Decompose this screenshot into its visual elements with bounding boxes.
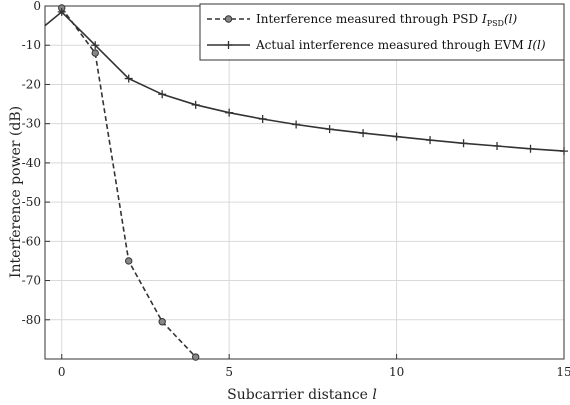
y-tick-label: -40: [22, 156, 41, 170]
y-tick-label: 0: [33, 0, 41, 13]
y-tick-label: -20: [22, 77, 41, 91]
data-point: [325, 125, 334, 134]
data-point: [91, 41, 100, 50]
x-tick-label: 10: [389, 365, 404, 379]
data-point: [191, 100, 200, 109]
data-point: [57, 7, 66, 16]
legend-entry-psd: Interference measured through PSD IPSD(l…: [207, 12, 517, 28]
x-axis-label: Subcarrier distance l: [227, 387, 377, 403]
series-line: [61, 7, 197, 358]
legend-label-psd-tail: (l): [504, 12, 518, 26]
data-point: [526, 144, 535, 153]
x-axis-label-variable: l: [372, 387, 376, 403]
data-point: [258, 114, 267, 123]
legend-label-psd-text: Interference measured through PSD: [256, 12, 482, 26]
y-tick-label: -50: [22, 195, 41, 209]
y-tick-label: -80: [22, 313, 41, 327]
legend-label-evm-text: Actual interference measured through EVM: [255, 38, 528, 52]
data-point: [292, 120, 301, 129]
y-axis-label: Interference power (dB): [8, 106, 24, 278]
series-layer: [44, 4, 568, 361]
data-point: [158, 90, 167, 99]
legend-label-psd-math: I: [481, 12, 487, 26]
x-tick-label: 5: [225, 365, 233, 379]
data-point: [560, 147, 568, 156]
x-axis-label-text: Subcarrier distance: [227, 387, 372, 403]
data-point: [191, 353, 200, 361]
legend-label-evm-tail: (l): [532, 38, 546, 52]
data-point: [91, 49, 99, 57]
legend-box: [199, 3, 565, 61]
data-point: [359, 129, 368, 138]
y-tick-label: -60: [22, 234, 41, 248]
y-axis-ticks: 0 -10 -20 -30 -40 -50 -60 -70 -80: [22, 0, 50, 327]
y-tick-label: -70: [22, 274, 41, 288]
series-evm: [44, 7, 568, 156]
x-tick-label: 0: [58, 365, 66, 379]
legend-entry-evm: Actual interference measured through EVM…: [207, 38, 546, 52]
y-tick-label: -10: [22, 38, 41, 52]
data-point: [225, 108, 234, 117]
x-tick-label: 15: [556, 365, 570, 379]
data-point: [493, 142, 502, 151]
legend-label-psd-sub: PSD: [487, 19, 504, 28]
data-point: [459, 139, 468, 148]
data-point: [426, 136, 435, 145]
legend: Interference measured through PSD IPSD(l…: [199, 3, 565, 61]
legend-marker-evm: [224, 41, 233, 49]
legend-label-evm-math: I: [527, 38, 533, 52]
data-point: [158, 318, 166, 326]
legend-marker-psd: [224, 15, 233, 23]
series-psd: [58, 4, 200, 361]
data-point: [125, 257, 133, 265]
x-axis-ticks: 0 5 10 15: [58, 354, 570, 379]
data-point: [392, 132, 401, 141]
legend-label-evm: Actual interference measured through EVM…: [255, 38, 546, 52]
legend-label-psd: Interference measured through PSD IPSD(l…: [256, 12, 517, 28]
y-tick-label: -30: [22, 117, 41, 131]
data-point: [124, 74, 133, 83]
